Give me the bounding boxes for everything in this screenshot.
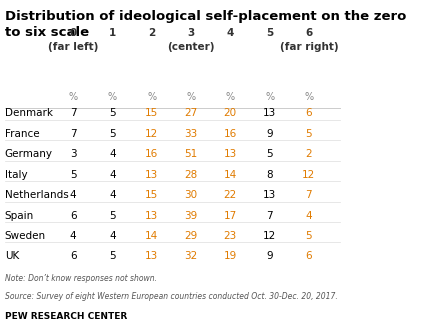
Text: 4: 4: [109, 170, 116, 180]
Text: %: %: [226, 92, 235, 102]
Text: 3: 3: [70, 149, 76, 159]
Text: Spain: Spain: [5, 211, 34, 220]
Text: 6: 6: [305, 28, 312, 38]
Text: 15: 15: [145, 108, 158, 118]
Text: 4: 4: [109, 190, 116, 200]
Text: 5: 5: [306, 129, 312, 139]
Text: 1: 1: [109, 28, 116, 38]
Text: 5: 5: [109, 251, 116, 261]
Text: Denmark: Denmark: [5, 108, 53, 118]
Text: Italy: Italy: [5, 170, 27, 180]
Text: 6: 6: [306, 251, 312, 261]
Text: 0: 0: [70, 28, 77, 38]
Text: %: %: [304, 92, 314, 102]
Text: 5: 5: [109, 211, 116, 220]
Text: 16: 16: [145, 149, 158, 159]
Text: 30: 30: [184, 190, 197, 200]
Text: 8: 8: [266, 170, 273, 180]
Text: UK: UK: [5, 251, 19, 261]
Text: 7: 7: [70, 108, 76, 118]
Text: 5: 5: [109, 108, 116, 118]
Text: 4: 4: [70, 231, 76, 241]
Text: 14: 14: [224, 170, 237, 180]
Text: 13: 13: [263, 108, 276, 118]
Text: 3: 3: [187, 28, 195, 38]
Text: 7: 7: [266, 211, 273, 220]
Text: 22: 22: [224, 190, 237, 200]
Text: Note: Don’t know responses not shown.: Note: Don’t know responses not shown.: [5, 274, 157, 283]
Text: (far right): (far right): [279, 42, 338, 52]
Text: 7: 7: [306, 190, 312, 200]
Text: 5: 5: [266, 149, 273, 159]
Text: 5: 5: [306, 231, 312, 241]
Text: 16: 16: [224, 129, 237, 139]
Text: Source: Survey of eight Western European countries conducted Oct. 30-Dec. 20, 20: Source: Survey of eight Western European…: [5, 293, 338, 301]
Text: 13: 13: [145, 251, 158, 261]
Text: 7: 7: [70, 129, 76, 139]
Text: 4: 4: [109, 149, 116, 159]
Text: Distribution of ideological self-placement on the zero
to six scale: Distribution of ideological self-placeme…: [5, 10, 406, 39]
Text: 28: 28: [184, 170, 197, 180]
Text: (center): (center): [167, 42, 215, 52]
Text: 12: 12: [145, 129, 158, 139]
Text: 12: 12: [302, 170, 316, 180]
Text: 39: 39: [184, 211, 197, 220]
Text: 33: 33: [184, 129, 197, 139]
Text: 14: 14: [145, 231, 158, 241]
Text: 6: 6: [70, 251, 76, 261]
Text: 13: 13: [224, 149, 237, 159]
Text: 5: 5: [70, 170, 76, 180]
Text: 32: 32: [184, 251, 197, 261]
Text: %: %: [108, 92, 117, 102]
Text: 5: 5: [266, 28, 273, 38]
Text: 23: 23: [224, 231, 237, 241]
Text: 2: 2: [148, 28, 155, 38]
Text: 6: 6: [306, 108, 312, 118]
Text: PEW RESEARCH CENTER: PEW RESEARCH CENTER: [5, 312, 127, 319]
Text: 19: 19: [224, 251, 237, 261]
Text: %: %: [68, 92, 78, 102]
Text: 4: 4: [306, 211, 312, 220]
Text: 13: 13: [263, 190, 276, 200]
Text: 15: 15: [145, 190, 158, 200]
Text: 13: 13: [145, 170, 158, 180]
Text: %: %: [265, 92, 274, 102]
Text: 20: 20: [224, 108, 237, 118]
Text: 13: 13: [145, 211, 158, 220]
Text: Germany: Germany: [5, 149, 53, 159]
Text: 2: 2: [306, 149, 312, 159]
Text: 4: 4: [70, 190, 76, 200]
Text: 29: 29: [184, 231, 197, 241]
Text: Sweden: Sweden: [5, 231, 46, 241]
Text: 51: 51: [184, 149, 197, 159]
Text: 4: 4: [109, 231, 116, 241]
Text: France: France: [5, 129, 39, 139]
Text: 27: 27: [184, 108, 197, 118]
Text: 12: 12: [263, 231, 276, 241]
Text: 17: 17: [224, 211, 237, 220]
Text: %: %: [187, 92, 195, 102]
Text: 6: 6: [70, 211, 76, 220]
Text: 9: 9: [266, 251, 273, 261]
Text: 5: 5: [109, 129, 116, 139]
Text: 4: 4: [227, 28, 234, 38]
Text: %: %: [147, 92, 156, 102]
Text: 9: 9: [266, 129, 273, 139]
Text: Netherlands: Netherlands: [5, 190, 68, 200]
Text: (far left): (far left): [48, 42, 98, 52]
